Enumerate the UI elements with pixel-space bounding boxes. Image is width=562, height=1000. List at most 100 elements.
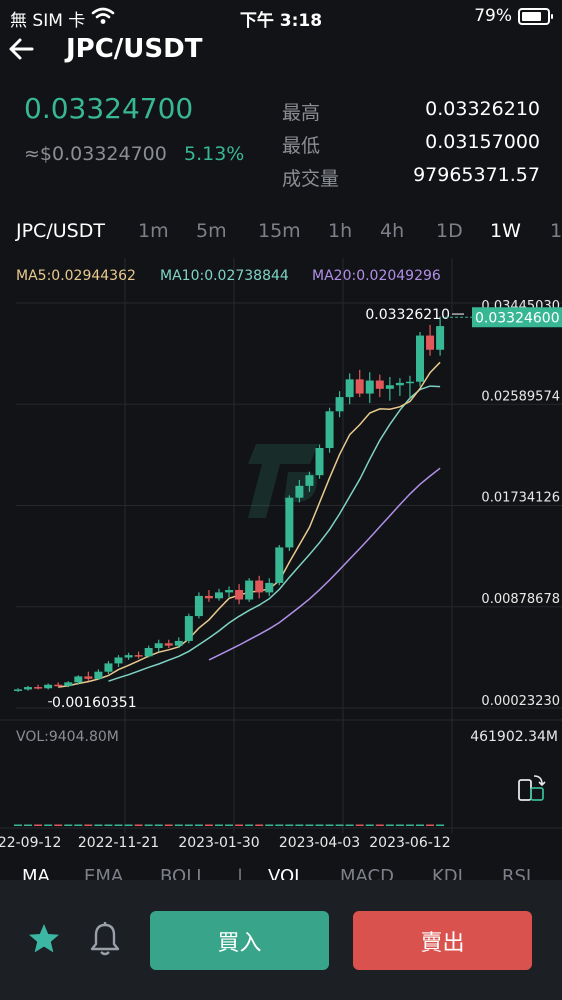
volume-bar — [44, 824, 53, 826]
carrier-label: 無 SIM 卡 — [10, 11, 86, 31]
stat-value: 0.03326210 — [425, 98, 540, 120]
x-tick-label: 2023-01-30 — [178, 835, 259, 851]
tab-kdj[interactable]: KDJ — [432, 866, 463, 884]
candle-body — [255, 580, 264, 593]
candle-body — [405, 381, 414, 384]
volume-bar — [14, 824, 22, 826]
indicator-tabs: MA EMA BOLL | VOL MACD KDJ RSI — [0, 864, 562, 884]
stat-value: 97965371.57 — [413, 164, 540, 186]
tab-ema[interactable]: EMA — [84, 866, 124, 884]
candle-body — [215, 592, 223, 599]
volume-bar — [416, 824, 424, 826]
volume-bar — [34, 824, 43, 826]
tab-divider: | — [237, 866, 244, 884]
candle-body — [14, 689, 22, 691]
volume-bar — [144, 824, 153, 826]
volume-bar — [215, 824, 223, 826]
candle-body — [134, 655, 143, 657]
volume-bar — [74, 824, 83, 826]
candle-body — [245, 580, 254, 600]
volume-bar — [295, 824, 304, 826]
buy-button[interactable]: 買入 — [150, 911, 329, 970]
candle-body — [124, 655, 133, 658]
volume-bar — [405, 824, 414, 826]
high-price-marker: 0.03326210 — [365, 307, 450, 323]
tab-15m[interactable]: 15m — [258, 220, 301, 242]
volume-bar — [94, 824, 103, 826]
stat-high: 最高 0.03326210 — [282, 98, 540, 131]
tab-4h[interactable]: 4h — [380, 220, 405, 242]
battery-icon — [518, 7, 553, 25]
tab-1h[interactable]: 1h — [328, 220, 353, 242]
pair-selector[interactable]: JPC/USDT — [16, 220, 105, 242]
tab-1month[interactable]: 1M — [550, 220, 562, 242]
stat-low: 最低 0.03157000 — [282, 131, 540, 164]
interval-tabs: JPC/USDT 1m 5m 15m 1h 4h 1D 1W 1M — [0, 216, 562, 250]
volume-bar — [255, 824, 264, 826]
price-change-percent: 5.13% — [184, 143, 245, 165]
candle-body — [164, 643, 173, 646]
candlestick-chart[interactable]: MA5:0.02944362 MA10:0.02738844 MA20:0.02… — [0, 258, 562, 858]
volume-bar — [395, 824, 404, 826]
header: JPC/USDT — [0, 30, 562, 74]
star-icon[interactable] — [26, 921, 66, 961]
candle-body — [194, 595, 203, 617]
volume-legend: VOL:9404.80M — [16, 729, 119, 745]
candle-body — [74, 676, 83, 683]
ma5-line — [58, 361, 441, 688]
low-price-marker: 0.00160351 — [52, 695, 137, 711]
fullscreen-rotate-icon[interactable] — [518, 775, 546, 801]
page-title: JPC/USDT — [66, 34, 203, 64]
ma10-line — [108, 385, 441, 682]
candle-body — [44, 684, 53, 689]
candle-body — [436, 326, 445, 350]
volume-bar — [164, 824, 173, 826]
volume-bar — [235, 824, 244, 826]
y-tick-label: 0.00878678 — [481, 592, 560, 607]
volume-bar — [345, 824, 354, 826]
tab-ma[interactable]: MA — [22, 866, 50, 884]
y-tick-label: 0.02589574 — [481, 389, 560, 404]
candle-body — [54, 684, 63, 687]
volume-bar — [335, 824, 344, 826]
candle-body — [315, 447, 324, 476]
bell-icon[interactable] — [88, 921, 128, 961]
tab-macd[interactable]: MACD — [340, 866, 394, 884]
candle-body — [94, 671, 103, 679]
candle-body — [275, 547, 284, 583]
candle-body — [34, 687, 43, 689]
tab-1w[interactable]: 1W — [490, 220, 521, 242]
tab-1d[interactable]: 1D — [436, 220, 463, 242]
volume-bar — [174, 824, 183, 826]
ma10-legend: MA10:0.02738844 — [160, 268, 289, 284]
volume-bar — [375, 824, 384, 826]
ma20-line — [208, 467, 441, 661]
back-arrow-icon[interactable] — [6, 32, 40, 66]
candle-body — [285, 497, 294, 548]
tab-5m[interactable]: 5m — [196, 220, 227, 242]
volume-max-label: 461902.34M — [470, 729, 558, 745]
last-price-tag — [472, 307, 562, 328]
last-price-tag-label: 0.03324600 — [475, 310, 560, 326]
sell-button[interactable]: 賣出 — [353, 911, 532, 970]
candle-body — [416, 335, 424, 382]
candle-body — [426, 335, 435, 350]
candle-body — [295, 485, 304, 498]
tab-boll[interactable]: BOLL — [160, 866, 207, 884]
tab-rsi[interactable]: RSI — [502, 866, 532, 884]
candle-body — [84, 676, 93, 679]
tab-vol[interactable]: VOL — [268, 866, 305, 884]
volume-bar — [315, 824, 324, 826]
volume-bar — [134, 824, 143, 826]
tab-1m[interactable]: 1m — [138, 220, 169, 242]
volume-bar — [114, 824, 123, 826]
candle-body — [335, 397, 344, 412]
volume-bar — [104, 824, 113, 826]
stat-label: 最高 — [282, 102, 321, 124]
volume-bar — [154, 824, 163, 826]
wifi-icon — [91, 7, 115, 30]
candle-body — [104, 663, 113, 672]
candle-body — [154, 643, 163, 649]
stat-value: 0.03157000 — [425, 131, 540, 153]
volume-bar — [194, 824, 203, 826]
